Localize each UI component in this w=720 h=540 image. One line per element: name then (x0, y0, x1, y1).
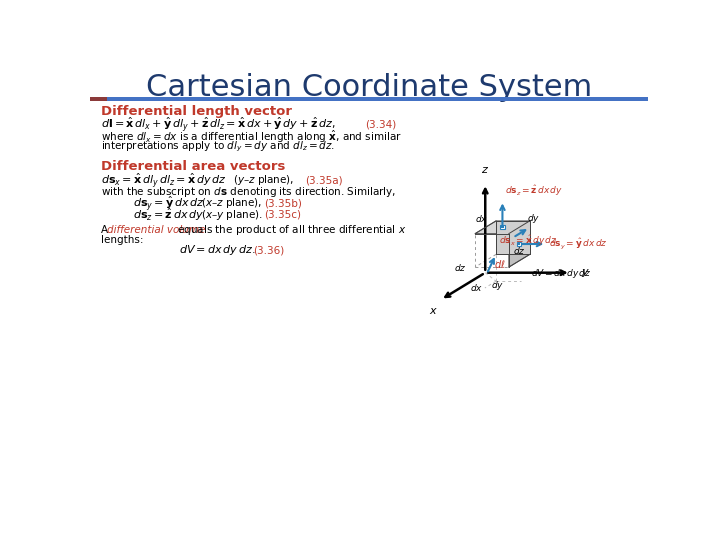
Polygon shape (496, 221, 530, 254)
Text: (3.35c): (3.35c) (264, 210, 302, 220)
Text: $d\mathbf{s}_z = \hat{\mathbf{z}}\, dx\, dy$: $d\mathbf{s}_z = \hat{\mathbf{z}}\, dx\,… (505, 184, 563, 198)
Text: Differential length vector: Differential length vector (101, 105, 292, 118)
Bar (518, 243, 521, 245)
Text: $dV = dx\, dy\, dz.$: $dV = dx\, dy\, dz.$ (179, 244, 256, 258)
Text: $(x$–$z$ plane),: $(x$–$z$ plane), (201, 197, 262, 211)
Text: with the subscript on $d\mathbf{s}$ denoting its direction. Similarly,: with the subscript on $d\mathbf{s}$ deno… (101, 185, 396, 199)
Text: $dy$: $dy$ (491, 279, 504, 292)
Bar (501, 226, 503, 228)
Text: $d\ell$: $d\ell$ (495, 258, 506, 270)
Text: interpretations apply to $dl_y = dy$ and $dl_z = dz$.: interpretations apply to $dl_y = dy$ and… (101, 139, 335, 153)
Bar (90, 97, 648, 101)
Text: $dx$: $dx$ (470, 282, 483, 293)
Text: $d\mathbf{s}_z = \hat{\mathbf{z}}\, dx\, dy$: $d\mathbf{s}_z = \hat{\mathbf{z}}\, dx\,… (132, 207, 204, 223)
Text: (3.35a): (3.35a) (305, 176, 343, 185)
Text: $dz$: $dz$ (513, 245, 526, 256)
Text: $d\mathbf{s}_x = \hat{\mathbf{x}}\, dl_y\, dl_z = \hat{\mathbf{x}}\, dy\, dz$: $d\mathbf{s}_x = \hat{\mathbf{x}}\, dl_y… (101, 171, 227, 190)
Polygon shape (475, 221, 530, 234)
Text: $z$: $z$ (481, 165, 490, 175)
Text: $d\mathbf{s}_y = \hat{\mathbf{y}}\, dx\, dz$: $d\mathbf{s}_y = \hat{\mathbf{y}}\, dx\,… (549, 237, 608, 252)
Text: lengths:: lengths: (101, 234, 143, 245)
Text: equals the product of all three differential $x$: equals the product of all three differen… (174, 224, 406, 238)
Bar (500, 225, 505, 229)
Text: $x$: $x$ (429, 306, 438, 316)
Bar (517, 242, 521, 246)
Text: (3.36): (3.36) (253, 245, 284, 255)
Text: $dx$: $dx$ (475, 213, 488, 224)
Text: $y$: $y$ (580, 267, 590, 279)
Text: $dz$: $dz$ (454, 262, 467, 273)
Text: differential volume: differential volume (107, 225, 205, 235)
Text: A: A (101, 225, 111, 235)
Text: (3.34): (3.34) (365, 120, 397, 130)
Text: $dy$: $dy$ (527, 212, 540, 225)
Polygon shape (509, 221, 530, 267)
Text: (3.35b): (3.35b) (264, 198, 302, 208)
Text: $(y$–$z$ plane),: $(y$–$z$ plane), (233, 173, 294, 187)
Text: Cartesian Coordinate System: Cartesian Coordinate System (146, 73, 592, 103)
Bar (90, 97, 107, 101)
Text: where $dl_x = dx$ is a differential length along $\hat{\mathbf{x}}$, and similar: where $dl_x = dx$ is a differential leng… (101, 129, 402, 145)
Text: Differential area vectors: Differential area vectors (101, 160, 285, 173)
Text: $d\mathbf{s}_y = \hat{\mathbf{y}}\, dx\, dz$: $d\mathbf{s}_y = \hat{\mathbf{y}}\, dx\,… (132, 194, 204, 213)
Text: $d\mathbf{s}_x = \hat{\mathbf{x}}\, dy\, dz$: $d\mathbf{s}_x = \hat{\mathbf{x}}\, dy\,… (499, 234, 557, 248)
Text: $d\mathbf{l} = \hat{\mathbf{x}}\, dl_x + \hat{\mathbf{y}}\, dl_y + \hat{\mathbf{: $d\mathbf{l} = \hat{\mathbf{x}}\, dl_x +… (101, 116, 336, 134)
Text: $dV = dx\, dy\, dz$: $dV = dx\, dy\, dz$ (531, 267, 592, 280)
Text: $(x$–$y$ plane).: $(x$–$y$ plane). (201, 208, 263, 222)
